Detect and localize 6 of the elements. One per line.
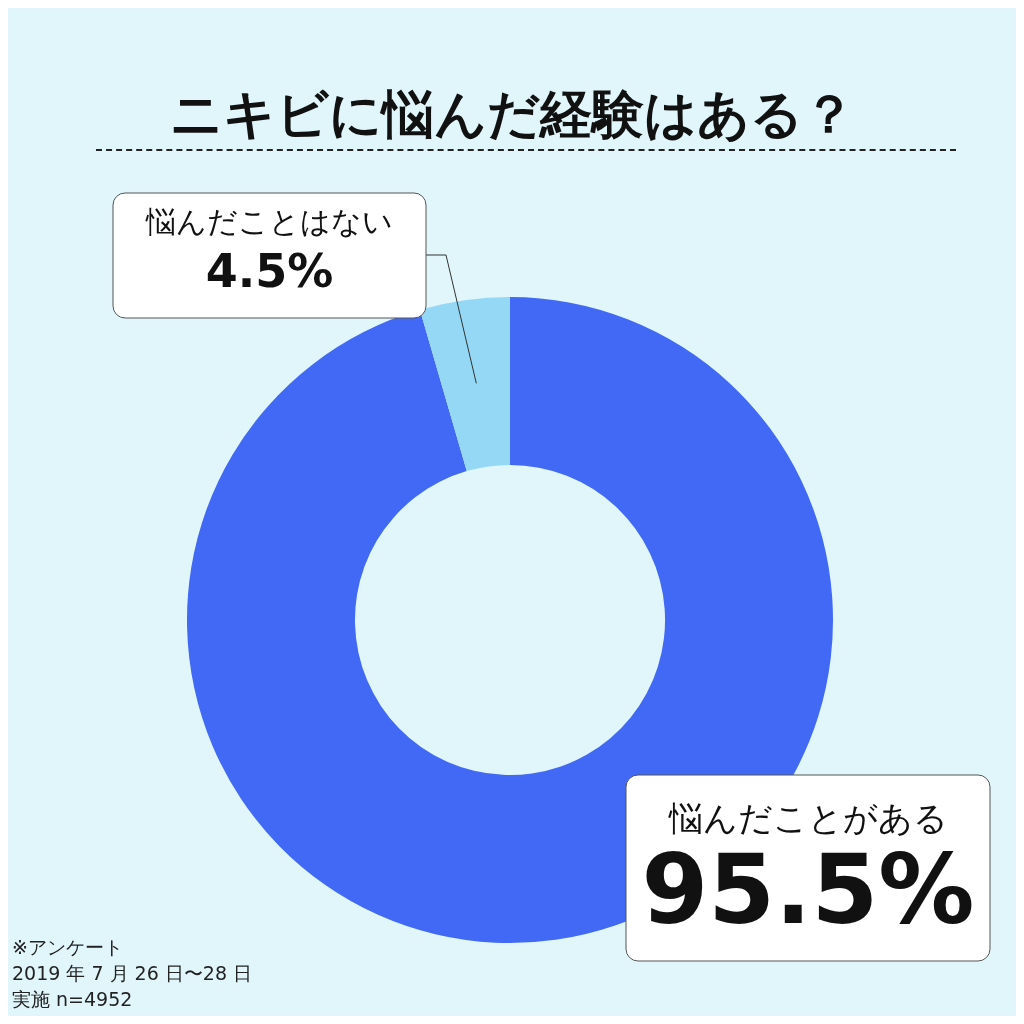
text: 2019 年 7 月 26 日〜28 日 (12, 961, 253, 986)
text: 実施 n=4952 (12, 987, 134, 1012)
text: ※アンケート (12, 935, 124, 960)
slice-label: 悩んだことはない (145, 204, 393, 240)
chart-title: ニキビに悩んだ経験はある？ (168, 83, 856, 146)
data-label: 4.5% (205, 244, 334, 299)
